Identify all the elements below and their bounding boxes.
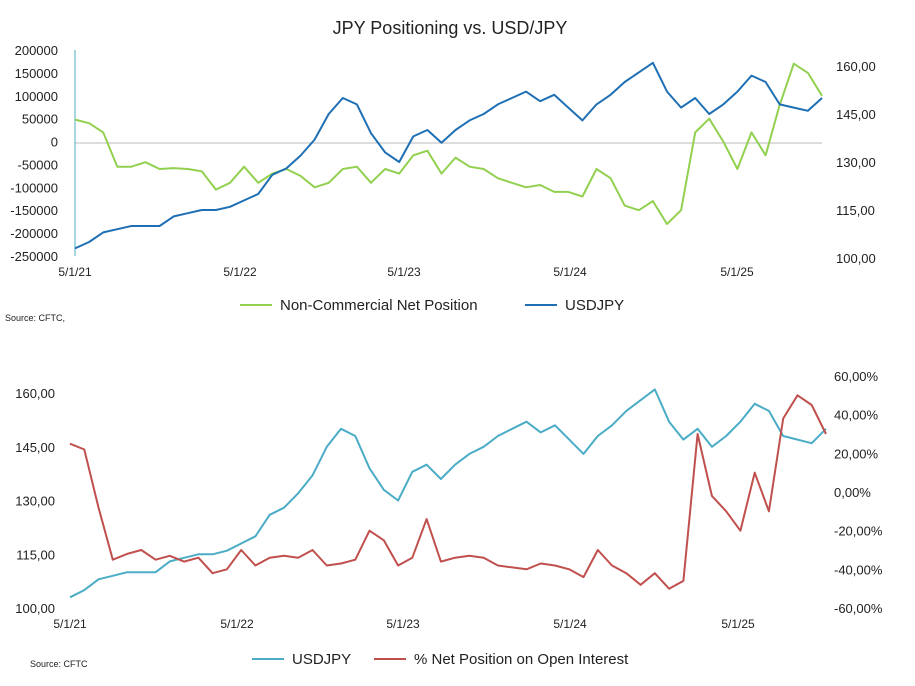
left-tick-label: -100000 [10, 180, 58, 195]
x-tick-label: 5/1/25 [720, 265, 754, 279]
right-tick-label: -40,00% [834, 562, 883, 577]
right-tick-label: 145,00 [836, 107, 876, 122]
x-tick-label: 5/1/23 [386, 617, 420, 631]
left-tick-label: -50000 [18, 157, 58, 172]
left-tick-label: 130,00 [15, 494, 55, 509]
left-tick-label: 150000 [15, 66, 58, 81]
chart-title: JPY Positioning vs. USD/JPY [333, 18, 568, 38]
source-note: Source: CFTC, [5, 313, 65, 323]
top-right-axis: 160,00 145,00 130,00 115,00 100,00 [836, 59, 876, 266]
left-tick-label: -200000 [10, 226, 58, 241]
right-tick-label: 160,00 [836, 59, 876, 74]
right-tick-label: -20,00% [834, 524, 883, 539]
left-tick-label: 0 [51, 135, 58, 150]
left-tick-label: 50000 [22, 112, 58, 127]
left-tick-label: 145,00 [15, 440, 55, 455]
legend-label-usdjpy: USDJPY [565, 297, 624, 314]
x-tick-label: 5/1/23 [387, 265, 421, 279]
series-line-usdjpy [74, 61, 823, 250]
legend-label-pct-net: % Net Position on Open Interest [414, 651, 629, 668]
x-tick-label: 5/1/22 [220, 617, 254, 631]
series-line-net-position-on-open-interest [69, 394, 827, 590]
bottom-plot-area [69, 388, 827, 599]
x-tick-label: 5/1/21 [53, 617, 87, 631]
series-line-non-commercial-net-position [74, 62, 823, 225]
series-line-usdjpy [69, 388, 827, 599]
bottom-x-axis: 5/1/21 5/1/22 5/1/23 5/1/24 5/1/25 [53, 617, 755, 631]
left-tick-label: -250000 [10, 249, 58, 264]
right-tick-label: 0,00% [834, 485, 871, 500]
left-tick-label: 100000 [15, 89, 58, 104]
x-tick-label: 5/1/24 [553, 265, 587, 279]
x-tick-label: 5/1/21 [58, 265, 92, 279]
right-tick-label: 60,00% [834, 369, 879, 384]
top-chart: JPY Positioning vs. USD/JPY 200000 150000… [5, 18, 876, 323]
bottom-legend: USDJPY % Net Position on Open Interest [252, 651, 629, 668]
left-tick-label: 115,00 [16, 547, 55, 562]
x-tick-label: 5/1/25 [721, 617, 755, 631]
left-tick-label: -150000 [10, 203, 58, 218]
legend-label-usdjpy: USDJPY [292, 651, 351, 668]
left-tick-label: 160,00 [15, 386, 55, 401]
x-tick-label: 5/1/24 [553, 617, 587, 631]
top-legend: Non-Commercial Net Position USDJPY [240, 297, 624, 314]
top-plot-area [74, 61, 823, 250]
bottom-chart: 160,00 145,00 130,00 115,00 100,00 60,00% 40,… [15, 369, 883, 669]
right-tick-label: -60,00% [834, 601, 883, 616]
source-note: Source: CFTC [30, 659, 88, 669]
top-x-axis: 5/1/21 5/1/22 5/1/23 5/1/24 5/1/25 [58, 265, 754, 279]
legend-label-net-position: Non-Commercial Net Position [280, 297, 478, 314]
right-tick-label: 20,00% [834, 446, 879, 461]
left-tick-label: 200000 [15, 43, 58, 58]
right-tick-label: 100,00 [836, 251, 876, 266]
bottom-right-axis: 60,00% 40,00% 20,00% 0,00% -20,00% -40,00% -60… [834, 369, 883, 616]
bottom-left-axis: 160,00 145,00 130,00 115,00 100,00 [15, 386, 55, 616]
right-tick-label: 115,00 [836, 203, 875, 218]
x-tick-label: 5/1/22 [223, 265, 257, 279]
right-tick-label: 40,00% [834, 408, 879, 423]
top-left-axis: 200000 150000 100000 50000 0 -50000 -100000 -15… [10, 43, 58, 264]
left-tick-label: 100,00 [15, 601, 55, 616]
right-tick-label: 130,00 [836, 155, 876, 170]
